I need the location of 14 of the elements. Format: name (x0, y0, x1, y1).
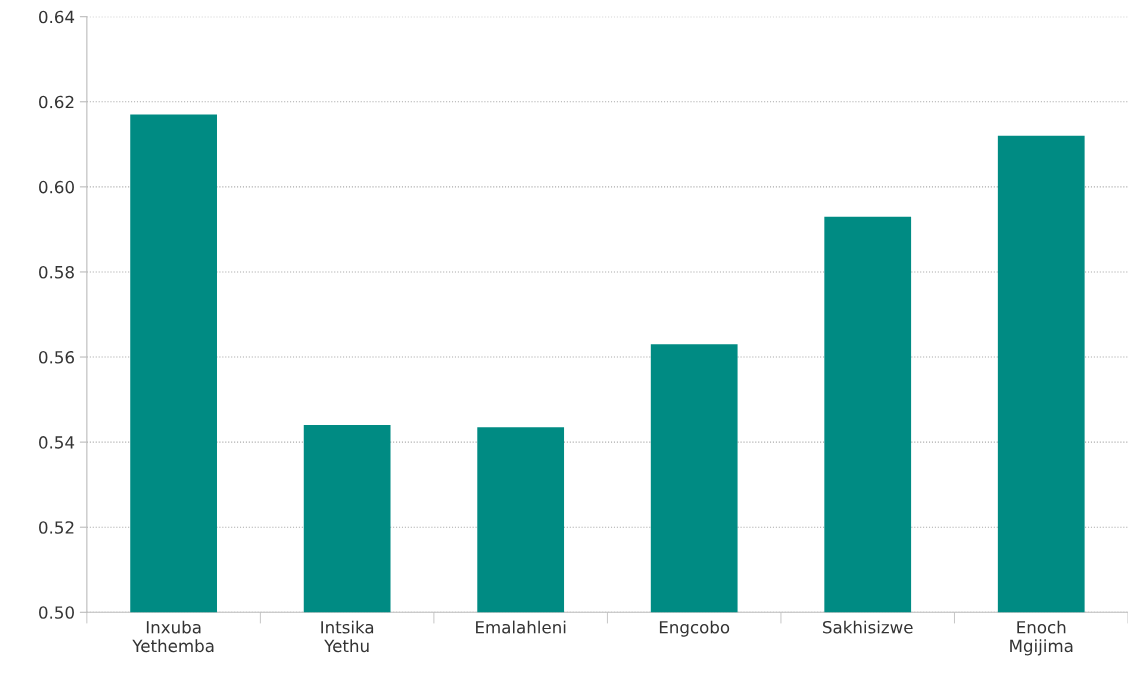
y-tick-label: 0.64 (39, 10, 75, 24)
x-tick-label: Engcobo (659, 620, 730, 637)
y-tick-label: 0.62 (39, 95, 74, 109)
x-tick-label: Intsika Yethu (321, 620, 374, 653)
y-tick-label: 0.54 (39, 436, 75, 449)
y-tick-label: 0.58 (39, 265, 74, 279)
x-tick-label: Emalahleni (476, 620, 566, 634)
y-tick-label: 0.52 (39, 521, 74, 534)
y-tick-label: 0.50 (39, 606, 74, 619)
y-tick-label: 0.56 (39, 350, 74, 364)
x-tick-label: Inxuba Yethemba (132, 620, 214, 653)
x-tick-label: Sakhisizwe (823, 620, 913, 634)
x-tick-label: Enoch Mgijima (1010, 620, 1073, 656)
y-tick-label: 0.60 (39, 180, 74, 194)
